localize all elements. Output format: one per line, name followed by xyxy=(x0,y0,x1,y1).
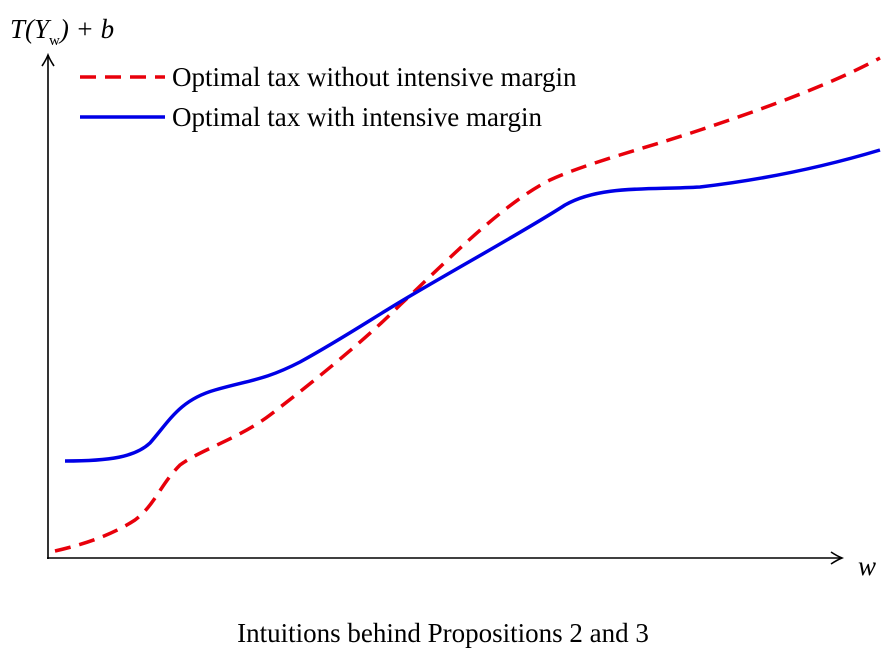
y-axis-label: T(Yw) + b xyxy=(10,14,114,49)
x-axis-label: w xyxy=(858,551,876,581)
curve-with-intensive-margin xyxy=(64,148,881,463)
legend-label: Optimal tax without intensive margin xyxy=(172,62,577,92)
legend-label: Optimal tax with intensive margin xyxy=(172,102,542,132)
curve-without-intensive-margin xyxy=(54,56,881,553)
caption: Intuitions behind Propositions 2 and 3 xyxy=(237,618,649,648)
